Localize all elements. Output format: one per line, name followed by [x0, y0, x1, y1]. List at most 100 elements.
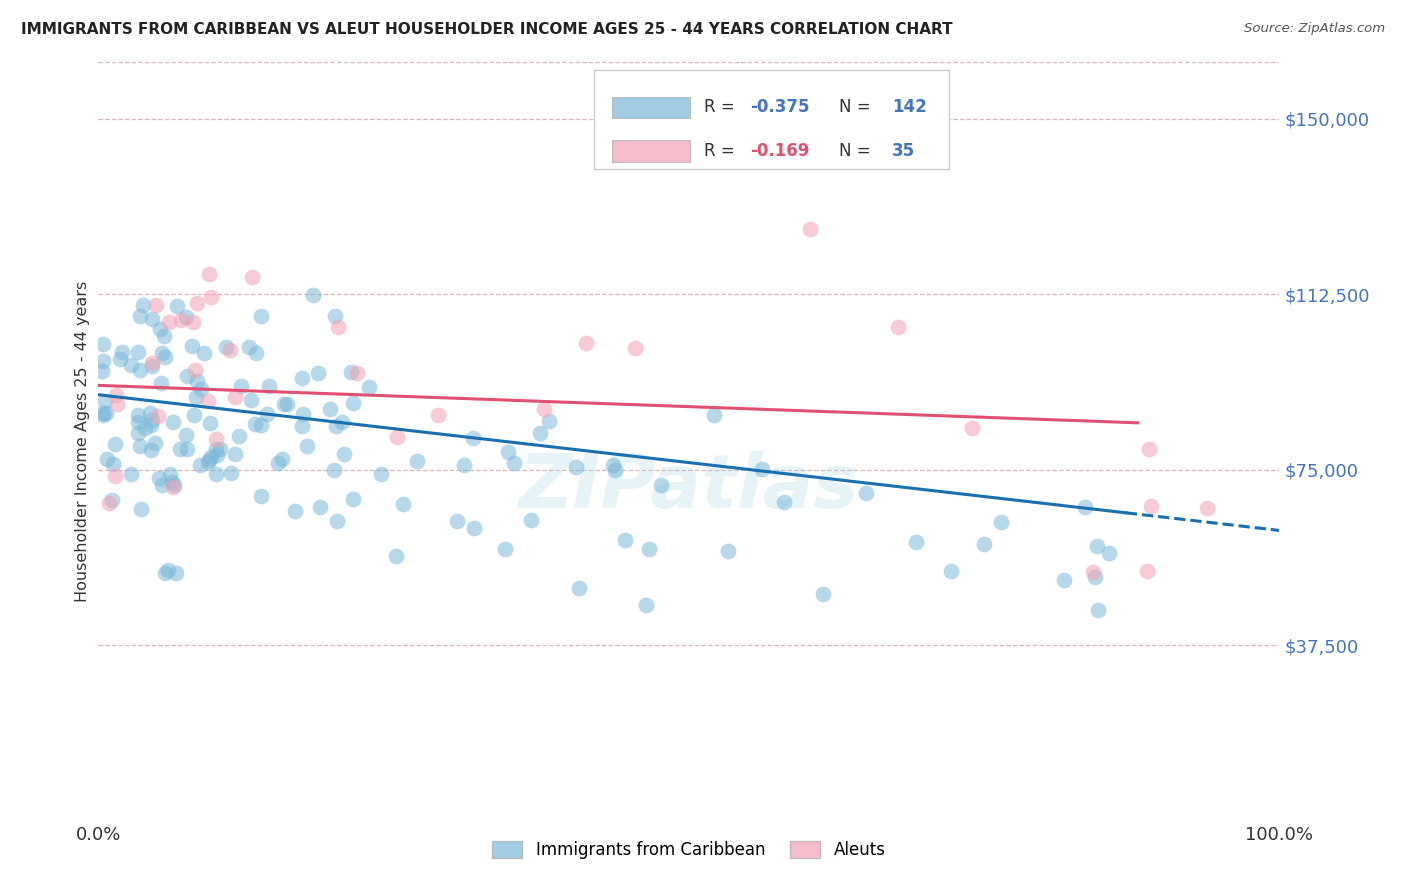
Point: [150, 376, 173, 390]
Point: [94, 406, 117, 420]
Point: [325, 309, 347, 323]
Point: [174, 427, 197, 442]
Point: [90, 364, 112, 378]
Point: [326, 514, 349, 528]
Point: [141, 356, 163, 370]
Point: [200, 450, 222, 464]
Point: [638, 542, 661, 557]
Point: [155, 566, 177, 581]
Point: [127, 345, 149, 359]
Point: [887, 319, 910, 334]
Point: [1195, 500, 1218, 515]
Point: [250, 489, 273, 503]
Point: [453, 458, 475, 472]
Point: [266, 456, 288, 470]
Legend: Immigrants from Caribbean, Aleuts: Immigrants from Caribbean, Aleuts: [485, 834, 893, 865]
Point: [634, 598, 657, 612]
Point: [205, 442, 228, 457]
Text: IMMIGRANTS FROM CARIBBEAN VS ALEUT HOUSEHOLDER INCOME AGES 25 - 44 YEARS CORRELA: IMMIGRANTS FROM CARIBBEAN VS ALEUT HOUSE…: [21, 22, 953, 37]
Point: [141, 442, 163, 457]
Point: [159, 467, 181, 481]
Point: [565, 459, 588, 474]
Point: [811, 587, 834, 601]
Point: [326, 319, 349, 334]
Point: [519, 513, 541, 527]
Text: ZIPatlas: ZIPatlas: [519, 450, 859, 524]
Point: [184, 391, 207, 405]
Point: [904, 535, 927, 549]
Point: [613, 533, 636, 547]
Point: [170, 313, 193, 327]
Point: [190, 382, 212, 396]
Point: [128, 439, 150, 453]
Point: [205, 448, 228, 462]
Point: [240, 270, 263, 285]
Point: [91, 406, 114, 420]
Point: [446, 514, 468, 528]
Point: [169, 442, 191, 457]
Point: [602, 458, 624, 472]
Point: [148, 471, 170, 485]
Point: [162, 480, 184, 494]
Point: [960, 421, 983, 435]
Point: [157, 563, 180, 577]
Y-axis label: Householder Income Ages 25 - 44 years: Householder Income Ages 25 - 44 years: [75, 281, 90, 602]
Point: [370, 467, 392, 482]
Point: [342, 492, 364, 507]
Point: [208, 442, 231, 456]
Point: [605, 463, 627, 477]
Point: [385, 430, 408, 444]
Point: [319, 402, 342, 417]
Point: [98, 496, 121, 510]
Point: [855, 486, 877, 500]
Point: [1098, 546, 1121, 560]
Point: [143, 436, 166, 450]
Point: [105, 388, 128, 402]
Point: [166, 299, 188, 313]
Point: [184, 362, 207, 376]
Point: [141, 312, 163, 326]
Point: [174, 310, 197, 324]
Point: [104, 469, 127, 483]
Point: [108, 351, 131, 366]
Point: [193, 346, 215, 360]
Point: [157, 315, 180, 329]
Point: [197, 393, 219, 408]
Point: [120, 467, 142, 482]
Point: [198, 452, 221, 467]
Point: [333, 447, 356, 461]
Point: [250, 417, 273, 432]
Point: [1074, 500, 1097, 514]
Point: [284, 504, 307, 518]
Point: [270, 452, 292, 467]
Point: [406, 454, 429, 468]
Point: [346, 367, 368, 381]
Point: [973, 537, 995, 551]
Point: [127, 426, 149, 441]
Point: [197, 455, 219, 469]
Point: [183, 408, 205, 422]
Point: [141, 359, 163, 374]
Point: [219, 466, 242, 480]
Point: [155, 351, 177, 365]
Point: [176, 442, 198, 457]
Point: [309, 500, 332, 514]
Point: [132, 298, 155, 312]
Point: [200, 290, 222, 304]
Point: [1137, 442, 1160, 456]
Point: [990, 515, 1012, 529]
Point: [292, 407, 315, 421]
Point: [91, 408, 114, 422]
Point: [257, 379, 280, 393]
Point: [568, 581, 591, 595]
Point: [91, 354, 114, 368]
Point: [342, 395, 364, 409]
Point: [214, 340, 236, 354]
Point: [751, 462, 773, 476]
Point: [150, 346, 173, 360]
Point: [461, 431, 484, 445]
Point: [139, 417, 162, 432]
Point: [1084, 570, 1107, 584]
Point: [1053, 573, 1076, 587]
Point: [129, 363, 152, 377]
